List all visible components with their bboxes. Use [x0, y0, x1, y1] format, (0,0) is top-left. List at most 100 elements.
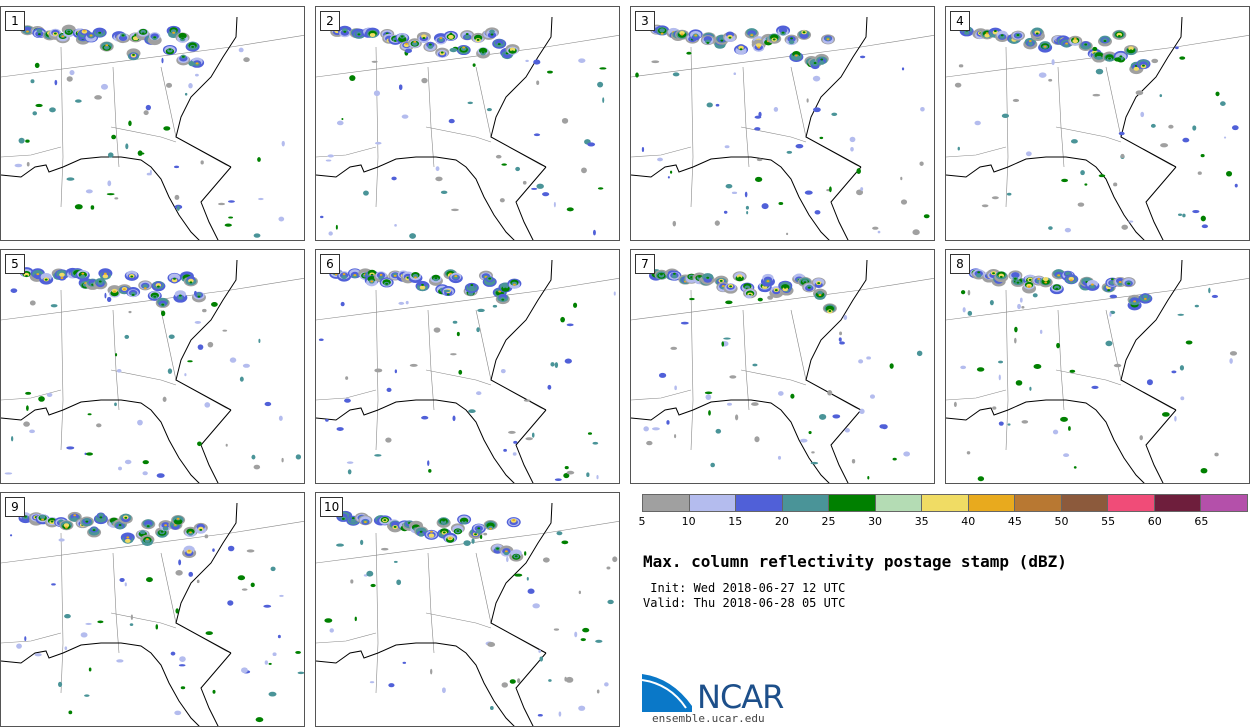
reflectivity-cell — [173, 277, 176, 280]
reflectivity-cell — [705, 394, 712, 400]
reflectivity-cell — [912, 229, 920, 236]
reflectivity-cell — [1168, 124, 1174, 129]
reflectivity-cell — [1146, 379, 1153, 386]
reflectivity-cell — [597, 81, 604, 88]
reflectivity-cell — [141, 533, 145, 536]
reflectivity-cell — [412, 274, 419, 279]
state-border — [631, 35, 934, 78]
reflectivity-cell — [729, 285, 732, 288]
reflectivity-cell — [1000, 34, 1004, 37]
reflectivity-cell — [558, 711, 562, 717]
reflectivity-cell — [658, 372, 667, 378]
reflectivity-cell — [515, 166, 521, 172]
reflectivity-cell — [347, 469, 352, 475]
reflectivity-map — [316, 259, 619, 483]
ensemble-member-panel: 6 — [315, 249, 620, 484]
reflectivity-cell — [739, 48, 743, 51]
reflectivity-cell — [806, 98, 809, 103]
reflectivity-cell — [1179, 365, 1185, 371]
reflectivity-cell — [537, 714, 543, 717]
reflectivity-cell — [329, 628, 334, 633]
reflectivity-cell — [144, 538, 151, 543]
reflectivity-cell — [433, 277, 439, 282]
reflectivity-cell — [669, 170, 673, 174]
reflectivity-cell — [814, 210, 821, 215]
reflectivity-cell — [879, 424, 886, 429]
reflectivity-cell — [176, 205, 180, 211]
reflectivity-cell — [503, 448, 507, 452]
reflectivity-cell — [342, 28, 348, 33]
reflectivity-cell — [1118, 281, 1122, 284]
reflectivity-cell — [14, 163, 23, 168]
reflectivity-cell — [350, 579, 354, 584]
reflectivity-cell — [1200, 215, 1206, 222]
reflectivity-cell — [1033, 364, 1042, 370]
reflectivity-cell — [452, 320, 458, 324]
reflectivity-cell — [991, 196, 999, 200]
reflectivity-cell — [689, 297, 695, 301]
reflectivity-cell — [839, 331, 843, 336]
reflectivity-cell — [111, 134, 117, 140]
reflectivity-cell — [428, 43, 432, 46]
reflectivity-cell — [281, 140, 285, 147]
reflectivity-cell — [613, 291, 616, 296]
colorbar-segment — [782, 495, 830, 511]
reflectivity-cell — [1234, 183, 1238, 188]
colorbar-tick-label: 55 — [1101, 515, 1116, 528]
reflectivity-cell — [449, 32, 453, 35]
reflectivity-cell — [1070, 139, 1078, 144]
reflectivity-cell — [114, 402, 117, 407]
state-border — [375, 46, 379, 208]
reflectivity-cell — [1142, 64, 1145, 67]
state-border — [631, 389, 692, 401]
reflectivity-cell — [50, 520, 54, 523]
reflectivity-cell — [1231, 125, 1239, 131]
reflectivity-cell — [34, 62, 40, 69]
reflectivity-cell — [586, 472, 590, 477]
reflectivity-cell — [818, 413, 827, 420]
reflectivity-cell — [820, 58, 824, 61]
state-border — [110, 369, 177, 386]
reflectivity-cell — [71, 517, 78, 522]
reflectivity-cell — [506, 556, 509, 563]
reflectivity-cell — [597, 187, 604, 190]
reflectivity-cell — [604, 682, 609, 687]
reflectivity-cell — [97, 280, 104, 285]
state-border — [742, 309, 750, 411]
reflectivity-cell — [1118, 131, 1125, 136]
reflectivity-cell — [229, 357, 237, 363]
reflectivity-cell — [16, 643, 22, 649]
reflectivity-cell — [725, 300, 733, 305]
reflectivity-cell — [211, 302, 218, 307]
reflectivity-cell — [153, 295, 157, 298]
state-border — [475, 552, 492, 624]
reflectivity-cell — [587, 142, 596, 147]
reflectivity-cell — [850, 147, 854, 152]
colorbar-segment — [968, 495, 1016, 511]
reflectivity-cell — [754, 176, 763, 182]
reflectivity-cell — [1215, 91, 1220, 97]
reflectivity-cell — [501, 163, 507, 166]
reflectivity-cell — [1042, 277, 1049, 282]
reflectivity-cell — [464, 35, 471, 40]
reflectivity-cell — [497, 43, 501, 46]
reflectivity-cell — [370, 583, 376, 588]
reflectivity-cell — [992, 406, 997, 410]
reflectivity-cell — [889, 363, 894, 369]
reflectivity-cell — [1116, 32, 1123, 37]
reflectivity-cell — [243, 57, 250, 63]
reflectivity-cell — [194, 320, 202, 324]
reflectivity-cell — [421, 77, 428, 84]
reflectivity-cell — [843, 315, 848, 321]
reflectivity-cell — [199, 528, 203, 531]
reflectivity-cell — [412, 41, 418, 46]
state-border — [742, 66, 750, 168]
reflectivity-cell — [168, 334, 175, 339]
reflectivity-cell — [242, 363, 250, 368]
reflectivity-cell — [680, 33, 684, 36]
reflectivity-cell — [391, 176, 397, 181]
reflectivity-cell — [578, 590, 582, 595]
reflectivity-cell — [481, 51, 485, 54]
reflectivity-cell — [499, 198, 505, 203]
reflectivity-cell — [1007, 423, 1011, 426]
